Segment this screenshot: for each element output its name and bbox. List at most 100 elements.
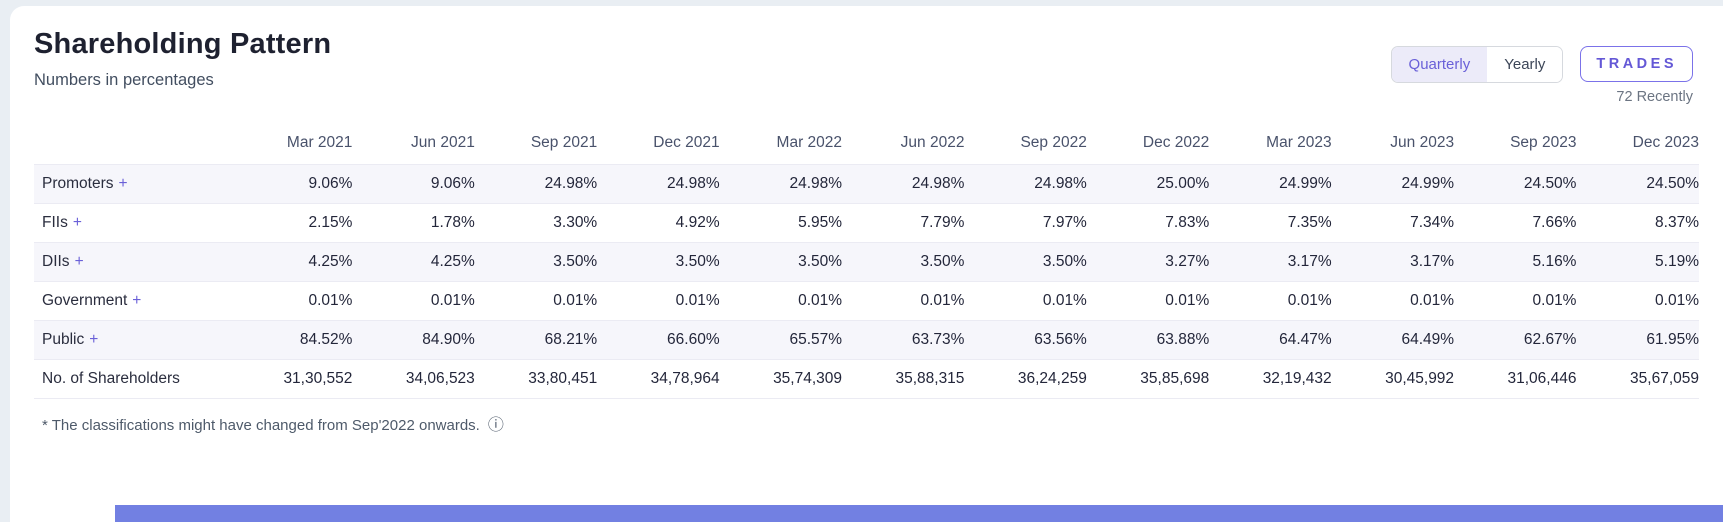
table-cell: 34,06,523 <box>405 370 475 387</box>
table-cell: 36,24,259 <box>1017 370 1087 387</box>
table-cell: 62.67% <box>1523 331 1577 348</box>
column-header: Dec 2023 <box>1632 134 1699 151</box>
table-cell: 9.06% <box>430 175 475 192</box>
table-cell: 65.57% <box>789 331 843 348</box>
table-cell: 24.99% <box>1401 175 1455 192</box>
table-cell: 0.01% <box>798 292 843 309</box>
expand-row-link[interactable]: + <box>74 253 84 270</box>
table-cell: 64.47% <box>1279 331 1332 348</box>
table-cell: 33,80,451 <box>528 370 598 387</box>
table-cell: 63.73% <box>911 331 965 348</box>
table-cell: 1.78% <box>430 214 475 231</box>
next-section-partial-bar <box>115 505 1723 522</box>
row-label: No. of Shareholders <box>42 370 180 387</box>
footnote-text: * The classifications might have changed… <box>42 417 480 434</box>
row-label: Promoters + <box>42 175 128 192</box>
table-cell: 0.01% <box>1165 292 1210 309</box>
table-cell: 7.34% <box>1410 214 1455 231</box>
expand-row-link[interactable]: + <box>132 292 142 309</box>
table-cell: 31,06,446 <box>1507 370 1577 387</box>
table-cell: 3.50% <box>553 253 598 270</box>
table-cell: 4.25% <box>430 253 475 270</box>
table-row: No. of Shareholders 31,30,552 34,06,523 33,… <box>34 359 1699 399</box>
table-cell: 0.01% <box>920 292 965 309</box>
table-cell: 0.01% <box>308 292 353 309</box>
table-row: Promoters + 9.06% 9.06% 24.98% 24.98% 24.98% 24… <box>34 164 1699 204</box>
table-cell: 3.27% <box>1165 253 1210 270</box>
toggle-quarterly[interactable]: Quarterly <box>1391 47 1488 82</box>
table-cell: 30,45,992 <box>1385 370 1455 387</box>
header-controls: Quarterly Yearly TRADES 72 Recently <box>1390 46 1693 105</box>
table-footnote: * The classifications might have changed… <box>34 417 1699 434</box>
table-cell: 35,67,059 <box>1630 370 1699 387</box>
table-header-row: Mar 2021 Jun 2021 Sep 2021 Dec 2021 Mar 2022… <box>34 124 1699 165</box>
table-cell: 31,30,552 <box>283 370 353 387</box>
table-cell: 68.21% <box>544 331 598 348</box>
table-cell: 7.79% <box>920 214 965 231</box>
table-cell: 24.99% <box>1279 175 1332 192</box>
table-cell: 9.06% <box>308 175 353 192</box>
table-cell: 3.50% <box>798 253 843 270</box>
table-cell: 5.19% <box>1655 253 1699 270</box>
table-cell: 3.50% <box>920 253 965 270</box>
trades-button[interactable]: TRADES <box>1580 46 1693 82</box>
table-cell: 32,19,432 <box>1262 370 1332 387</box>
table-cell: 7.35% <box>1287 214 1332 231</box>
table-cell: 24.98% <box>911 175 965 192</box>
table-cell: 3.17% <box>1287 253 1332 270</box>
info-icon[interactable]: ⓘ <box>487 416 504 434</box>
row-label: Public + <box>42 331 99 348</box>
table-cell: 24.98% <box>544 175 598 192</box>
table-cell: 7.66% <box>1532 214 1577 231</box>
table-cell: 7.97% <box>1042 214 1087 231</box>
table-cell: 84.52% <box>299 331 353 348</box>
table-cell: 8.37% <box>1655 214 1699 231</box>
trades-recently-count: 72 Recently <box>1616 89 1693 105</box>
table-row: Public + 84.52% 84.90% 68.21% 66.60% 65.57% 63.… <box>34 320 1699 360</box>
table-cell: 35,85,698 <box>1140 370 1210 387</box>
table-body: Promoters + 9.06% 9.06% 24.98% 24.98% 24.98% 24… <box>34 164 1699 399</box>
shareholding-pattern-card: Shareholding Pattern Numbers in percenta… <box>10 6 1723 522</box>
table-cell: 0.01% <box>1042 292 1087 309</box>
table-cell: 84.90% <box>422 331 475 348</box>
table-cell: 3.30% <box>553 214 598 231</box>
table-cell: 64.49% <box>1401 331 1455 348</box>
table-cell: 24.50% <box>1646 175 1699 192</box>
table-cell: 0.01% <box>430 292 475 309</box>
table-row: Government + 0.01% 0.01% 0.01% 0.01% 0.01% 0.01… <box>34 281 1699 321</box>
expand-row-link[interactable]: + <box>72 214 82 231</box>
table-cell: 63.56% <box>1034 331 1087 348</box>
column-header: Dec 2022 <box>1142 134 1210 151</box>
column-header: Jun 2021 <box>411 134 475 151</box>
table-cell: 63.88% <box>1156 331 1210 348</box>
table-cell: 24.98% <box>667 175 720 192</box>
row-label: DIIs + <box>42 253 84 270</box>
table-cell: 5.95% <box>798 214 843 231</box>
table-cell: 24.98% <box>1034 175 1087 192</box>
table-cell: 25.00% <box>1156 175 1210 192</box>
column-header: Mar 2021 <box>286 134 353 151</box>
table-header-empty <box>34 124 230 165</box>
table-cell: 35,88,315 <box>895 370 965 387</box>
table-cell: 0.01% <box>1287 292 1332 309</box>
table-cell: 0.01% <box>1655 292 1699 309</box>
table-row: FIIs + 2.15% 1.78% 3.30% 4.92% 5.95% 7.79% 7.97%… <box>34 203 1699 243</box>
table-cell: 61.95% <box>1646 331 1699 348</box>
row-label: FIIs + <box>42 214 82 231</box>
column-header: Sep 2022 <box>1020 134 1087 151</box>
column-header: Mar 2023 <box>1266 134 1332 151</box>
column-header: Dec 2021 <box>653 134 720 151</box>
column-header: Jun 2023 <box>1390 134 1455 151</box>
expand-row-link[interactable]: + <box>118 175 128 192</box>
page-title: Shareholding Pattern <box>34 28 332 60</box>
page-subtitle: Numbers in percentages <box>34 71 214 89</box>
table-cell: 3.17% <box>1410 253 1455 270</box>
shareholding-table: Mar 2021 Jun 2021 Sep 2021 Dec 2021 Mar 2022… <box>34 124 1699 399</box>
column-header: Sep 2021 <box>530 134 598 151</box>
toggle-yearly[interactable]: Yearly <box>1487 47 1563 82</box>
table-row: DIIs + 4.25% 4.25% 3.50% 3.50% 3.50% 3.50% 3.50%… <box>34 242 1699 282</box>
table-cell: 35,74,309 <box>773 370 843 387</box>
expand-row-link[interactable]: + <box>89 331 99 348</box>
table-cell: 5.16% <box>1532 253 1577 270</box>
column-header: Jun 2022 <box>900 134 965 151</box>
